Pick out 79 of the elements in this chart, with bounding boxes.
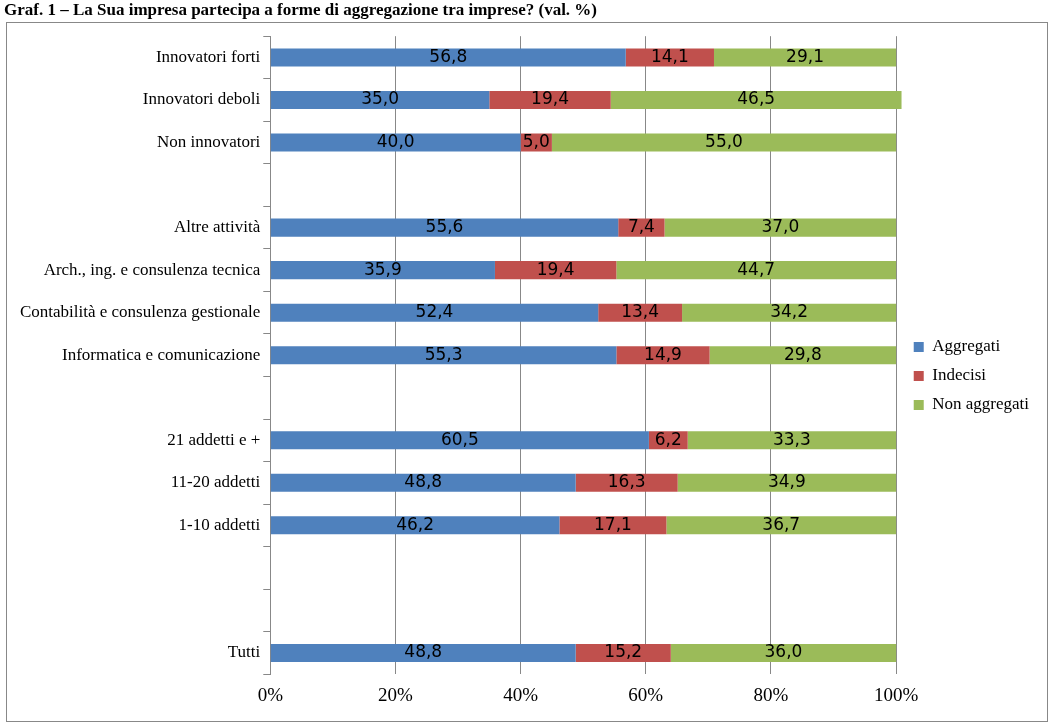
bar [559, 516, 667, 535]
bar [670, 643, 897, 662]
x-tick-label: 100% [873, 683, 919, 705]
data-label: 13,4 [621, 301, 660, 322]
bar [682, 303, 897, 322]
y-tick-label: 11-20 addetti [170, 472, 261, 492]
data-label: 19,4 [531, 88, 569, 109]
x-tick-label: 40% [503, 683, 539, 705]
x-tick-label: 80% [753, 683, 789, 705]
bar [610, 90, 902, 110]
legend-label: Indecisi [932, 365, 987, 385]
data-label: 48,8 [404, 471, 443, 492]
y-tick-label: Innovatori forti [155, 46, 261, 66]
data-label: 7,4 [627, 216, 655, 237]
data-label: 36,0 [764, 641, 803, 662]
chart-title: Graf. 1 – La Sua impresa partecipa a forme di aggregazione tra imprese? (val. %) [3, 0, 599, 20]
data-label: 55,0 [705, 130, 743, 151]
y-tick-label: 21 addetti e + [167, 429, 261, 449]
data-label: 35,0 [361, 88, 399, 109]
data-label: 46,5 [737, 88, 776, 109]
data-label: 55,6 [425, 216, 464, 237]
bar [270, 218, 619, 237]
data-label: 52,4 [415, 301, 454, 322]
legend-label: Aggregati [932, 336, 1001, 356]
bar [270, 303, 599, 322]
bar [270, 643, 576, 662]
data-label: 37,0 [761, 216, 800, 237]
data-label: 29,1 [786, 45, 824, 66]
y-tick-label: Contabilità e consulenza gestionale [19, 302, 261, 322]
x-tick-label: 0% [257, 683, 284, 705]
x-tick-label: 20% [378, 683, 414, 705]
data-label: 48,8 [404, 641, 443, 662]
data-label: 55,3 [424, 343, 463, 364]
y-tick-label: Informatica e comunicazione [62, 344, 261, 364]
bar [270, 431, 649, 450]
data-label: 19,4 [536, 258, 575, 279]
data-label: 29,8 [783, 343, 822, 364]
bar [270, 516, 560, 535]
y-tick-label: Arch., ing. e consulenza tecnica [43, 259, 261, 279]
bar [616, 261, 897, 280]
data-label: 36,7 [762, 513, 801, 534]
bar [270, 133, 521, 152]
y-tick-label: Innovatori deboli [142, 89, 261, 109]
data-label: 34,9 [767, 471, 806, 492]
data-label: 33,3 [772, 428, 811, 449]
data-label: 44,7 [737, 258, 776, 279]
y-tick-label: 1-10 addetti [178, 514, 261, 534]
bar [625, 48, 714, 67]
bar [709, 346, 897, 365]
bar [687, 431, 897, 450]
data-label: 34,2 [770, 301, 809, 322]
data-label: 15,2 [604, 641, 643, 662]
data-label: 6,2 [654, 428, 682, 449]
bar [677, 473, 897, 492]
bar [664, 218, 897, 237]
bar [270, 90, 490, 110]
y-tick-label: Non innovatori [156, 132, 261, 151]
bar [713, 48, 897, 67]
data-label: 14,1 [650, 45, 689, 66]
data-label: 60,5 [440, 428, 479, 449]
data-label: 40,0 [376, 130, 415, 151]
x-tick-label: 60% [628, 683, 664, 705]
bar [270, 261, 495, 280]
data-label: 16,3 [607, 471, 646, 492]
data-label: 5,0 [522, 130, 550, 151]
y-tick-label: Altre attività [173, 217, 261, 237]
bar [551, 133, 897, 152]
bar [270, 346, 617, 365]
bar [270, 48, 626, 67]
legend-label: Non aggregati [932, 394, 1030, 414]
data-label: 35,9 [363, 258, 402, 279]
bar [666, 516, 897, 535]
data-label: 17,1 [593, 513, 632, 534]
bar [489, 90, 611, 110]
bar [270, 473, 576, 492]
y-tick-label: Tutti [227, 642, 261, 662]
data-label: 46,2 [396, 513, 435, 534]
data-label: 56,8 [429, 45, 468, 66]
data-label: 14,9 [644, 343, 682, 364]
